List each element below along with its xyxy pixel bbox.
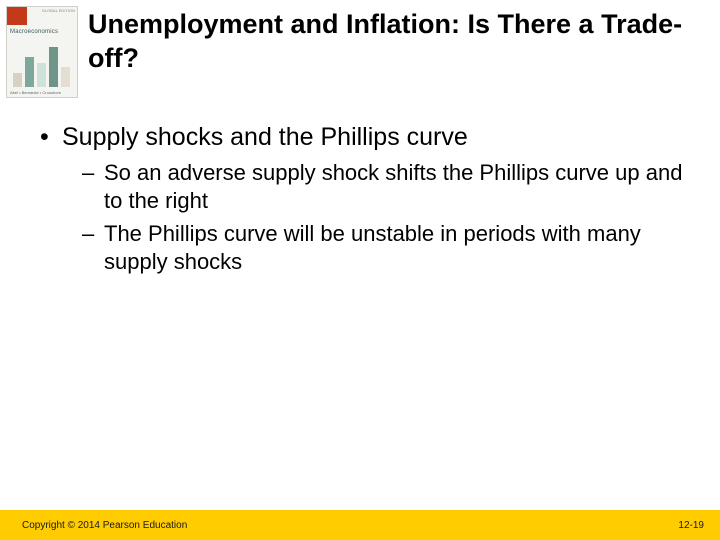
page-number: 12-19 <box>678 520 704 531</box>
cover-brand: GLOBAL EDITION <box>42 8 75 13</box>
list-item: Supply shocks and the Phillips curve So … <box>34 122 686 276</box>
copyright-text: Copyright © 2014 Pearson Education <box>22 520 187 531</box>
slide-title: Unemployment and Inflation: Is There a T… <box>88 6 712 76</box>
cover-bars-icon <box>13 47 70 87</box>
sub-bullet-text: So an adverse supply shock shifts the Ph… <box>104 160 682 213</box>
slide-footer: Copyright © 2014 Pearson Education 12-19 <box>0 510 720 540</box>
bullet-list: Supply shocks and the Phillips curve So … <box>34 122 686 276</box>
book-cover-thumbnail: GLOBAL EDITION Macroeconomics Abel • Ber… <box>6 6 78 98</box>
sub-bullet-text: The Phillips curve will be unstable in p… <box>104 221 641 274</box>
cover-author: Abel • Bernanke • Croushore <box>10 90 61 95</box>
slide-content: Supply shocks and the Phillips curve So … <box>0 98 720 276</box>
list-item: The Phillips curve will be unstable in p… <box>62 220 686 276</box>
list-item: So an adverse supply shock shifts the Ph… <box>62 159 686 215</box>
sub-bullet-list: So an adverse supply shock shifts the Ph… <box>62 159 686 276</box>
cover-title: Macroeconomics <box>10 29 58 35</box>
bullet-text: Supply shocks and the Phillips curve <box>62 123 468 151</box>
slide-header: GLOBAL EDITION Macroeconomics Abel • Ber… <box>0 0 720 98</box>
